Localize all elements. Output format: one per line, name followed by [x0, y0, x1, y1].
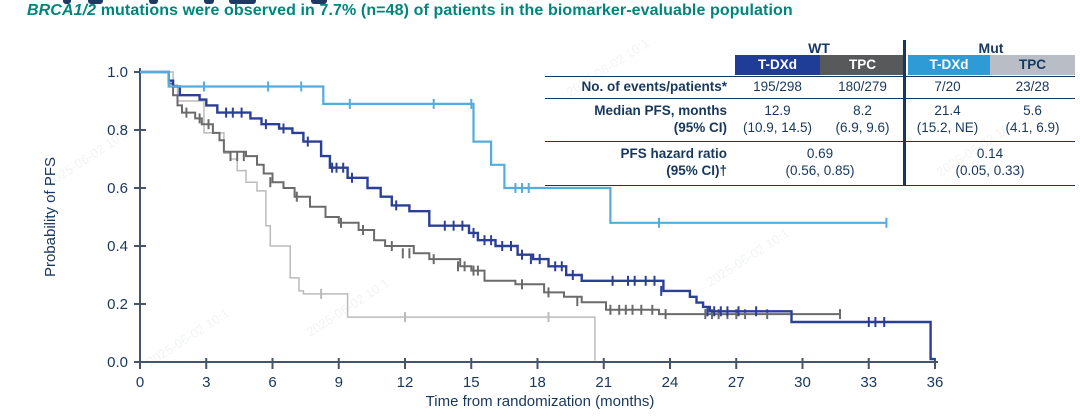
x-ticks	[139, 358, 936, 369]
cell-value: 12.9 (10.9, 14.5)	[742, 103, 813, 135]
y-tick-label: 0.4	[107, 238, 128, 255]
results-table: WT Mut T-DXd TPC T-DXd TPC No. of events…	[545, 40, 1075, 186]
x-tick-label: 33	[860, 374, 877, 391]
col-header-wt-tdxd: T-DXd	[735, 55, 820, 75]
table-rule	[545, 98, 1075, 99]
y-tick-label: 0.6	[107, 180, 128, 197]
wt-mut-divider	[903, 40, 906, 186]
cell-value: 195/298	[753, 79, 802, 95]
table-rule	[545, 185, 1075, 186]
x-tick-label: 0	[136, 374, 144, 391]
y-tick-labels: 0.0 0.2 0.4 0.6 0.8 1.0	[107, 64, 128, 371]
x-tick-labels: 0 3 6 9 12 15 18 21 24 27 30 33 36	[136, 374, 944, 391]
series-wt-t-dxd	[140, 70, 935, 361]
table-row-events: No. of events/patients* 195/298 180/279 …	[545, 77, 1075, 98]
cell-value: 23/28	[1015, 79, 1050, 95]
cell-value: 5.6 (4.1, 6.9)	[1005, 103, 1060, 135]
censor-ticks	[225, 107, 886, 327]
y-tick-label: 0.8	[107, 122, 128, 139]
cell-value: 7/20	[934, 79, 961, 95]
x-tick-label: 6	[268, 374, 276, 391]
row-label: PFS hazard ratio (95% CI)†	[620, 146, 727, 178]
series-wt-tpc	[140, 71, 841, 320]
cell-value: 0.14 (0.05, 0.33)	[955, 146, 1025, 178]
column-headers: T-DXd TPC T-DXd TPC	[735, 55, 1075, 75]
censor-ticks	[320, 288, 550, 323]
clipped-heading-fragment	[311, 0, 327, 4]
x-tick-label: 36	[927, 374, 944, 391]
clipped-heading-fragment	[88, 0, 103, 4]
table-rule	[545, 141, 1075, 142]
table-row-median: Median PFS, months (95% CI) 12.9 (10.9, 1…	[545, 99, 1075, 141]
clipped-heading-fragment	[204, 0, 214, 4]
km-curve	[140, 70, 887, 224]
cell-value: 0.69 (0.56, 0.85)	[785, 146, 855, 178]
series-mut-t-dxd	[140, 70, 888, 228]
y-tick-label: 0.2	[107, 296, 128, 313]
col-header-mut-tdxd: T-DXd	[908, 55, 990, 75]
col-header-mut-tpc: TPC	[990, 55, 1075, 75]
x-tick-label: 24	[662, 374, 679, 391]
col-header-wt-tpc: TPC	[820, 55, 905, 75]
km-curve	[140, 70, 935, 361]
y-tick-label: 1.0	[107, 64, 128, 81]
cell-value: 180/279	[838, 79, 887, 95]
x-tick-label: 3	[202, 374, 210, 391]
y-tick-label: 0.0	[107, 354, 128, 371]
x-tick-label: 12	[397, 374, 414, 391]
cell-value: 8.2 (6.9, 9.6)	[835, 103, 890, 135]
clipped-heading-fragment	[63, 0, 71, 4]
clipped-heading-fragment	[229, 0, 256, 4]
cell-value: 21.4 (15.2, NE)	[916, 103, 979, 135]
group-header-wt: WT	[808, 40, 830, 56]
clipped-heading-fragment	[149, 0, 158, 4]
group-header-mut: Mut	[978, 40, 1004, 56]
row-label: No. of events/patients*	[581, 79, 727, 95]
page-subtitle: BRCA1/2 mutations were observed in 7.7% …	[27, 2, 793, 20]
series-mut-tpc	[140, 71, 596, 361]
censor-ticks	[203, 81, 888, 228]
y-axis-title: Probability of PFS	[42, 157, 59, 277]
x-tick-label: 21	[595, 374, 612, 391]
gene-name: BRCA1/2	[27, 2, 97, 19]
x-tick-label: 18	[529, 374, 546, 391]
x-tick-label: 30	[794, 374, 811, 391]
censor-ticks	[185, 107, 841, 320]
x-tick-label: 27	[728, 374, 745, 391]
subtitle-text: mutations were observed in 7.7% (n=48) o…	[96, 2, 793, 19]
table-rule	[545, 76, 1075, 77]
x-axis-title: Time from randomization (months)	[426, 393, 655, 410]
x-tick-label: 9	[335, 374, 343, 391]
km-curve	[140, 71, 840, 316]
km-curve	[140, 71, 596, 361]
table-row-hazard: PFS hazard ratio (95% CI)† 0.69 (0.56, 0.…	[545, 142, 1075, 184]
row-label: Median PFS, months (95% CI)	[594, 103, 727, 135]
x-tick-label: 15	[463, 374, 480, 391]
